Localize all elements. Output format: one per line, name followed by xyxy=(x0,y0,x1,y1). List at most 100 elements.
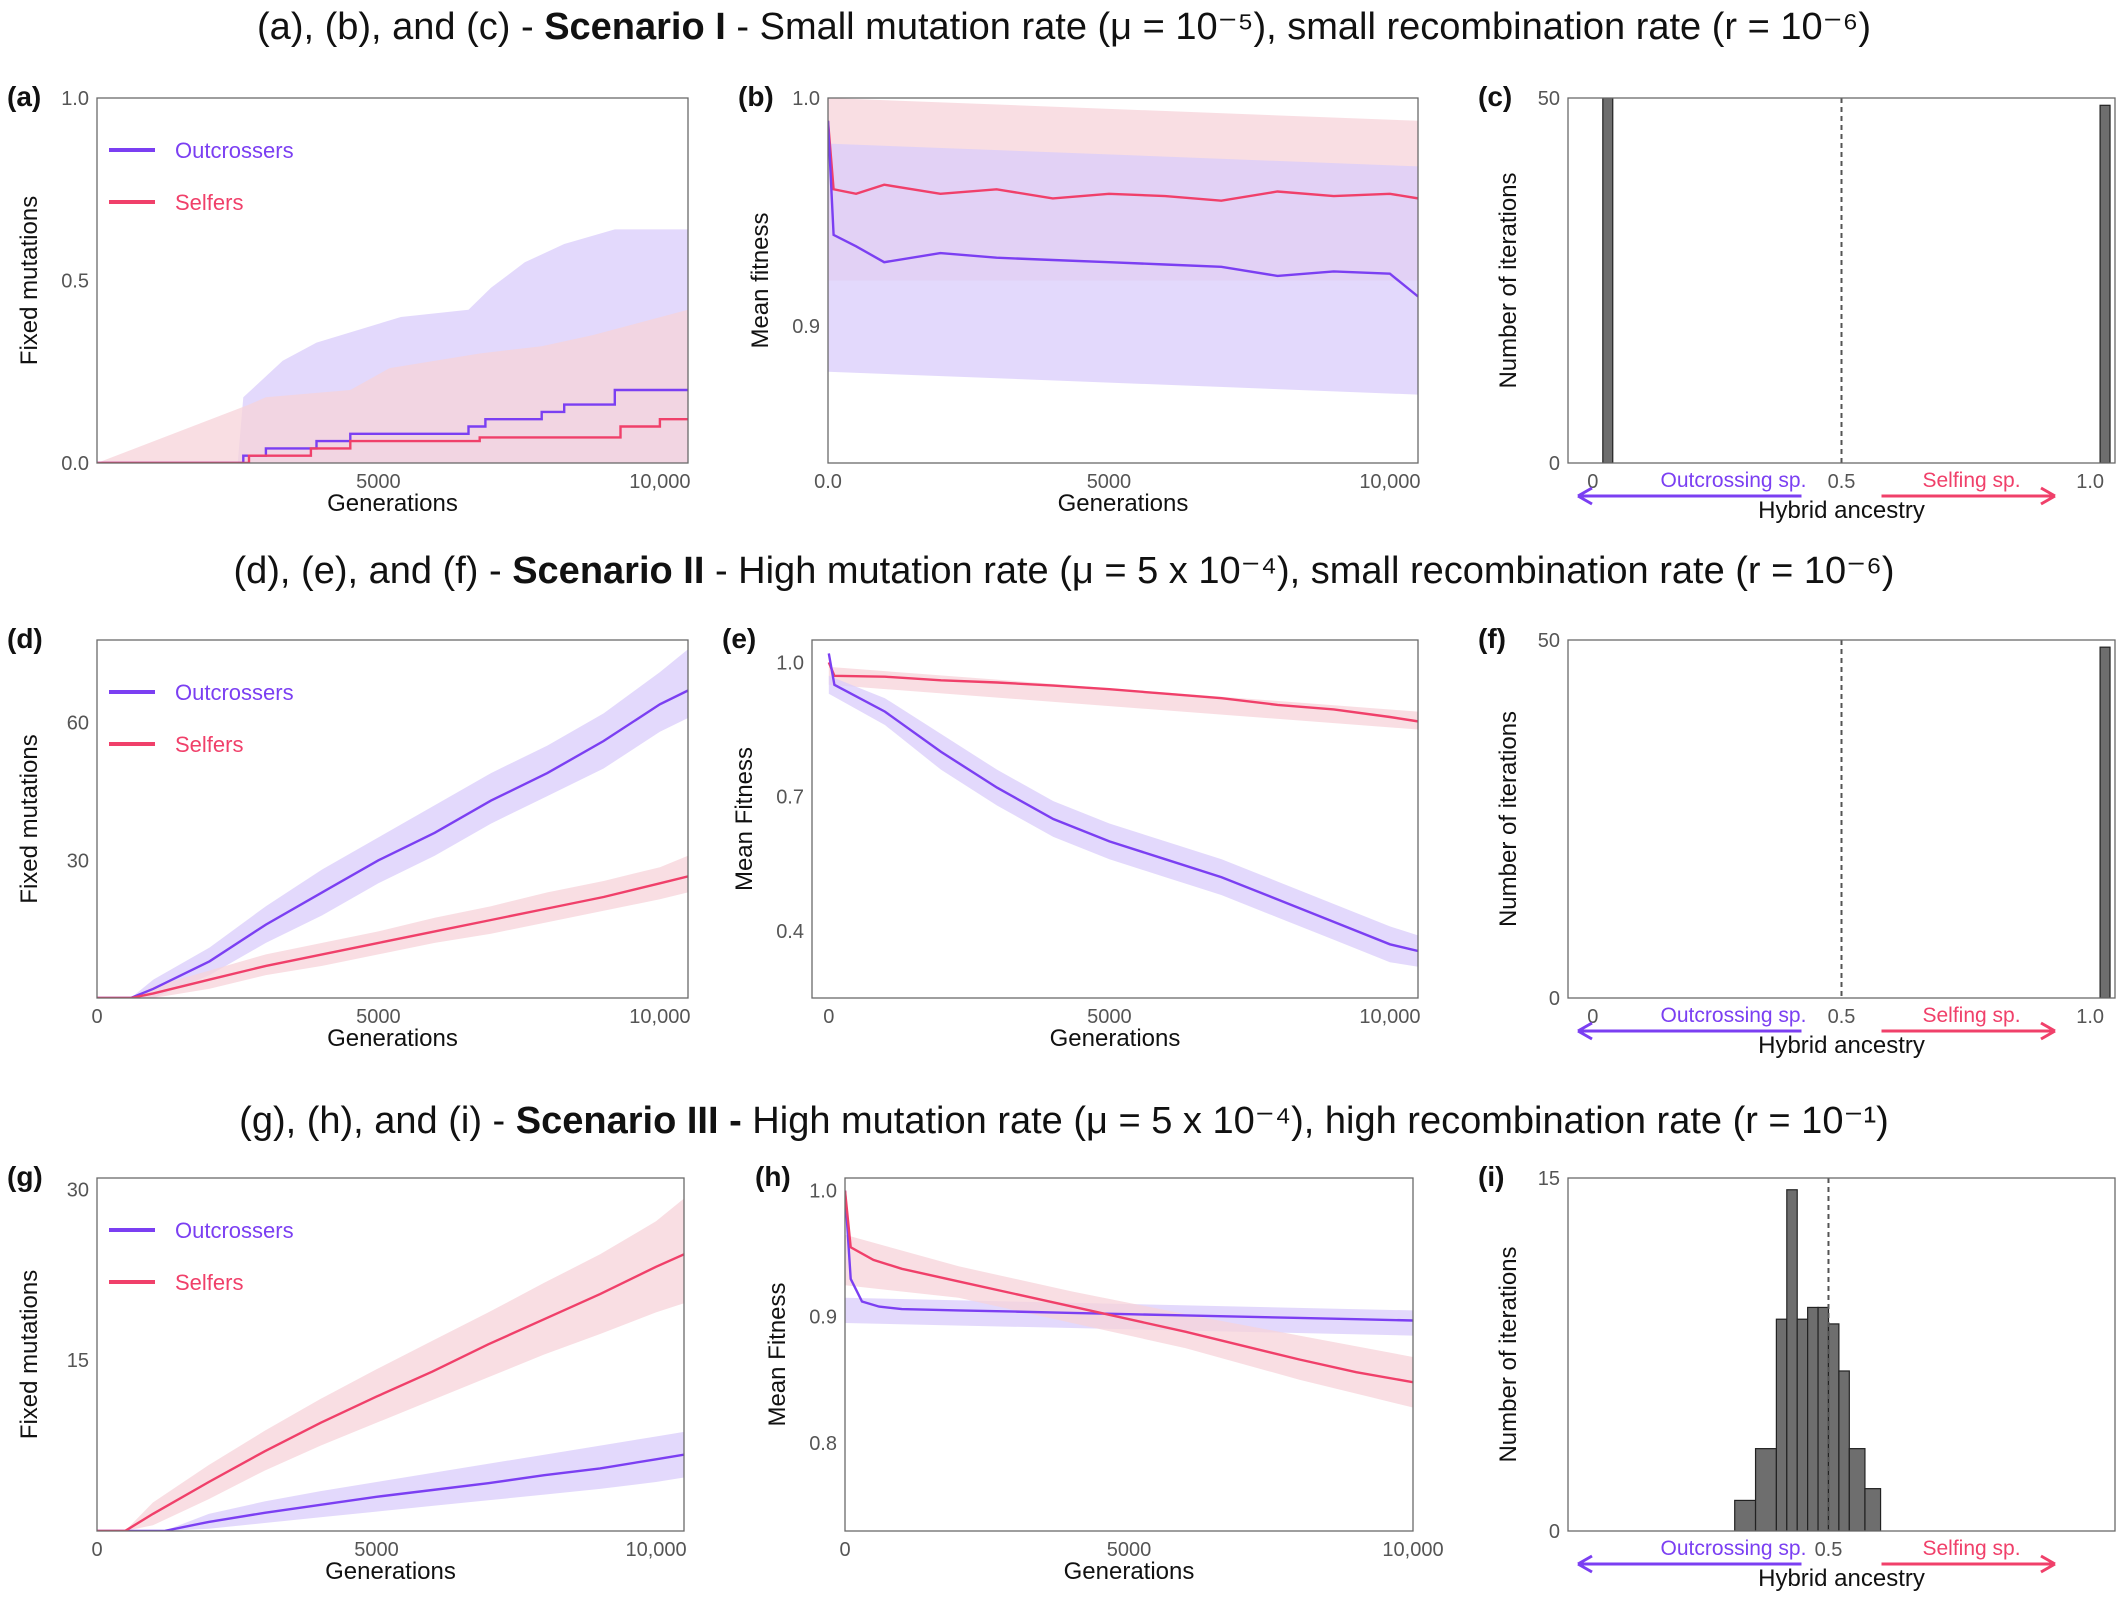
x-tick-label: 10,000 xyxy=(629,1006,690,1028)
x-tick-label: 10,000 xyxy=(625,1539,686,1561)
series-line-outcrossers xyxy=(845,1190,1413,1322)
histogram-bar xyxy=(1817,1306,1830,1531)
series-line-outcrossers xyxy=(97,689,688,998)
x-tick-label: 5000 xyxy=(1087,471,1132,493)
histogram-bar xyxy=(1796,1318,1809,1531)
row-title-scenario-1: (a), (b), and (c) - Scenario I - Small m… xyxy=(0,4,2128,49)
panel-letter: (i) xyxy=(1478,1161,1504,1192)
axes-frame xyxy=(827,97,1419,464)
series-line-selfers xyxy=(97,418,688,463)
series-line-selfers xyxy=(97,1253,684,1531)
histogram-bar xyxy=(1848,1448,1866,1531)
selfing-label: Selfing sp. xyxy=(1922,1537,2020,1560)
y-tick-label: 0 xyxy=(1549,453,1560,475)
axes-frame xyxy=(811,639,1419,999)
panel-letter: (f) xyxy=(1478,623,1506,654)
y-tick-label: 50 xyxy=(1538,630,1560,652)
plot-area xyxy=(845,1190,1413,1408)
panel-letter: (b) xyxy=(738,81,774,112)
plot-area xyxy=(1840,640,2111,998)
legend-label-selfers: Selfers xyxy=(175,732,243,757)
panel-letter: (d) xyxy=(7,623,43,654)
y-axis-label: Number of iterations xyxy=(1495,172,1522,388)
panel-a: 5000 10,000 0.0 0.5 1.0 Generations Fixed muta… xyxy=(7,81,690,517)
y-axis-label: Number of iterations xyxy=(1495,1246,1522,1462)
row-title-prefix: (d), (e), and (f) - xyxy=(233,550,513,592)
histogram-bar xyxy=(1734,1499,1757,1531)
y-tick-label: 1.0 xyxy=(61,88,89,110)
series-line-selfers xyxy=(828,120,1418,202)
panel-letter: (e) xyxy=(722,623,756,654)
x-tick-label: 10,000 xyxy=(1382,1539,1443,1561)
y-tick-label: 0.7 xyxy=(776,787,804,809)
axes-frame xyxy=(96,1177,685,1532)
y-axis-label: Mean Fitness xyxy=(764,1282,791,1426)
selfing-arrowhead xyxy=(2040,1021,2056,1041)
x-axis-label: Generations xyxy=(325,1558,456,1585)
plot-area xyxy=(97,1198,684,1531)
axes-frame xyxy=(1567,1177,2116,1532)
y-tick-label: 30 xyxy=(67,850,89,872)
selfing-label: Selfing sp. xyxy=(1922,469,2020,492)
axes-frame xyxy=(96,639,689,999)
panel-letter: (c) xyxy=(1478,81,1512,112)
band-outcrossers xyxy=(828,675,1418,967)
histogram-bar xyxy=(1786,1189,1798,1531)
y-axis-label: Fixed mutations xyxy=(16,196,43,365)
plot-area xyxy=(827,653,1418,967)
row-title-suffix: High mutation rate (μ = 5 x 10⁻⁴), high … xyxy=(741,1100,1889,1142)
legend-label-outcrossers: Outcrossers xyxy=(175,138,294,163)
legend-label-outcrossers: Outcrossers xyxy=(175,1218,294,1243)
y-tick-label: 0.5 xyxy=(61,271,89,293)
x-tick-label: 1.0 xyxy=(2076,471,2104,493)
x-tick-label: 5000 xyxy=(356,1006,401,1028)
y-axis-label: Mean Fitness xyxy=(731,747,758,891)
x-tick-label: 0 xyxy=(823,1006,834,1028)
band-selfers xyxy=(97,855,688,998)
y-tick-label: 0.4 xyxy=(776,921,804,943)
outcrossing-arrowhead xyxy=(1577,1021,1593,1041)
axes-frame xyxy=(844,1177,1414,1532)
plot-area xyxy=(828,98,1418,395)
y-tick-label: 0.8 xyxy=(809,1433,837,1455)
panel-c: 0 0.5 1.0 0 50 Hybrid ancestry Number of itera… xyxy=(1478,81,2116,524)
histogram-bar xyxy=(1775,1318,1788,1531)
row-title-suffix: - High mutation rate (μ = 5 x 10⁻⁴), sma… xyxy=(704,550,1895,592)
series-line-outcrossers xyxy=(827,653,1418,953)
panel-letter: (h) xyxy=(755,1161,791,1192)
histogram-bar xyxy=(1807,1306,1819,1531)
panel-b: 0.0 5000 10,000 0.9 1.0 Generations Mean fitne… xyxy=(738,81,1420,517)
axes-frame xyxy=(96,97,689,464)
histogram-bar xyxy=(1864,1488,1882,1531)
series-line-outcrossers xyxy=(828,120,1418,298)
outcrossing-arrowhead xyxy=(1577,486,1593,506)
x-axis-label: Hybrid ancestry xyxy=(1758,497,1925,524)
x-tick-label: 0.5 xyxy=(1828,1006,1856,1028)
histogram-bar xyxy=(1838,1370,1850,1531)
row-title-scenario-2: (d), (e), and (f) - Scenario II - High m… xyxy=(0,548,2128,593)
row-title-scenario: Scenario III - xyxy=(515,1100,742,1142)
x-axis-label: Generations xyxy=(1058,490,1189,517)
panel-letter: (a) xyxy=(7,81,41,112)
x-axis-label: Hybrid ancestry xyxy=(1758,1032,1925,1059)
legend-label-selfers: Selfers xyxy=(175,1270,243,1295)
y-tick-label: 0.9 xyxy=(809,1307,837,1329)
series-line-outcrossers xyxy=(97,1453,684,1531)
y-tick-label: 30 xyxy=(67,1179,89,1201)
x-tick-label: 0 xyxy=(839,1539,850,1561)
x-tick-label: 0 xyxy=(1587,471,1598,493)
band-selfers xyxy=(845,1234,1413,1408)
x-tick-label: 0 xyxy=(1587,1006,1598,1028)
panel-f: 0 0.5 1.0 0 50 Hybrid ancestry Number of itera… xyxy=(1478,623,2116,1059)
series-line-selfers xyxy=(845,1190,1413,1384)
selfing-arrowhead xyxy=(2040,486,2056,506)
y-axis-label: Number of iterations xyxy=(1495,711,1522,927)
y-axis-label: Fixed mutations xyxy=(16,1270,43,1439)
x-tick-label: 5000 xyxy=(356,471,401,493)
row-title-prefix: (a), (b), and (c) - xyxy=(257,6,545,48)
row-title-scenario-3: (g), (h), and (i) - Scenario III - High … xyxy=(0,1098,2128,1143)
y-tick-label: 0.9 xyxy=(792,316,820,338)
outcrossing-arrowhead xyxy=(1577,1554,1593,1574)
y-tick-label: 1.0 xyxy=(792,88,820,110)
